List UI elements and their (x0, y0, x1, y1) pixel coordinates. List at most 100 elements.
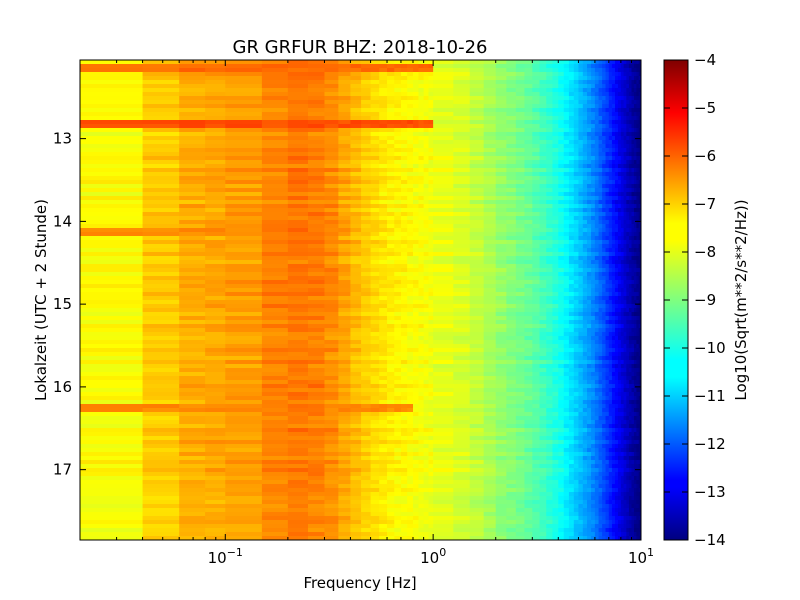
heatmap-cell (361, 324, 372, 329)
heatmap-cell (400, 324, 408, 329)
heatmap-cell (324, 324, 339, 329)
heatmap-cell (287, 236, 309, 241)
heatmap-cell (469, 120, 485, 125)
heatmap-cell (428, 220, 434, 225)
heatmap-cell (524, 84, 533, 89)
heatmap-cell (552, 252, 559, 257)
heatmap-cell (591, 140, 596, 145)
heatmap-cell (582, 204, 588, 209)
heatmap-cell (578, 180, 584, 185)
heatmap-cell (387, 244, 395, 249)
heatmap-cell (587, 116, 592, 121)
heatmap-cell (453, 348, 471, 353)
heatmap-cell (552, 400, 559, 405)
heatmap-cell (563, 332, 570, 337)
heatmap-cell (428, 120, 434, 125)
heatmap-cell (379, 384, 388, 389)
heatmap-cell (608, 312, 613, 317)
heatmap-cell (225, 120, 263, 125)
heatmap-cell (573, 360, 580, 365)
heatmap-cell (524, 260, 533, 265)
heatmap-cell (515, 380, 526, 385)
heatmap-cell (225, 392, 263, 397)
heatmap-cell (350, 400, 362, 405)
heatmap-cell (563, 316, 570, 321)
heatmap-cell (423, 260, 430, 265)
heatmap-cell (636, 244, 640, 249)
heatmap-cell (532, 376, 541, 381)
heatmap-cell (225, 64, 263, 69)
heatmap-cell (620, 328, 625, 333)
heatmap-cell (524, 268, 533, 273)
heatmap-cell (287, 100, 309, 105)
heatmap-cell (598, 276, 603, 281)
heatmap-cell (631, 324, 635, 329)
heatmap-cell (413, 272, 420, 277)
heatmap-cell (552, 160, 559, 165)
heatmap-cell (179, 132, 206, 137)
heatmap-cell (400, 212, 408, 217)
heatmap-cell (261, 360, 289, 365)
heatmap-cell (602, 140, 607, 145)
heatmap-cell (608, 276, 613, 281)
heatmap-cell (370, 344, 380, 349)
heatmap-cell (453, 76, 471, 81)
heatmap-cell (578, 160, 584, 165)
heatmap-cell (413, 84, 420, 89)
heatmap-cell (338, 380, 352, 385)
heatmap-cell (324, 204, 339, 209)
heatmap-cell (573, 320, 580, 325)
heatmap-cell (631, 152, 635, 157)
heatmap-cell (379, 276, 388, 281)
heatmap-cell (628, 80, 633, 85)
heatmap-cell (602, 296, 607, 301)
heatmap-cell (205, 184, 226, 189)
heatmap-cell (379, 300, 388, 305)
heatmap-cell (573, 88, 580, 93)
heatmap-cell (205, 132, 226, 137)
heatmap-cell (515, 344, 526, 349)
heatmap-cell (225, 380, 263, 385)
heatmap-cell (608, 344, 613, 349)
heatmap-cell (617, 148, 622, 153)
heatmap-cell (506, 208, 517, 213)
heatmap-cell (605, 256, 610, 261)
heatmap-cell (433, 80, 454, 85)
heatmap-cell (506, 144, 517, 149)
heatmap-cell (573, 340, 580, 345)
heatmap-cell (608, 228, 613, 233)
heatmap-cell (423, 64, 430, 69)
heatmap-cell (573, 152, 580, 157)
heatmap-cell (394, 384, 402, 389)
heatmap-cell (631, 116, 635, 121)
heatmap-cell (591, 384, 596, 389)
heatmap-cell (506, 88, 517, 93)
heatmap-cell (387, 376, 395, 381)
heatmap-cell (225, 132, 263, 137)
heatmap-cell (617, 196, 622, 201)
heatmap-cell (615, 104, 619, 109)
heatmap-cell (573, 256, 580, 261)
heatmap-cell (636, 84, 640, 89)
heatmap-cell (338, 312, 352, 317)
heatmap-cell (623, 396, 627, 401)
heatmap-cell (623, 332, 627, 337)
heatmap-cell (539, 88, 547, 93)
heatmap-cell (506, 392, 517, 397)
heatmap-cell (308, 132, 326, 137)
heatmap-cell (582, 148, 588, 153)
heatmap-cell (563, 320, 570, 325)
heatmap-cell (623, 60, 627, 65)
heatmap-cell (394, 204, 402, 209)
heatmap-cell (261, 240, 289, 245)
heatmap-cell (205, 332, 226, 337)
heatmap-cell (423, 384, 430, 389)
heatmap-cell (615, 224, 619, 229)
heatmap-cell (483, 160, 497, 165)
heatmap-cell (179, 356, 206, 361)
heatmap-cell (608, 164, 613, 169)
heatmap-cell (361, 84, 372, 89)
heatmap-cell (423, 112, 430, 117)
heatmap-cell (483, 200, 497, 205)
heatmap-cell (483, 216, 497, 221)
